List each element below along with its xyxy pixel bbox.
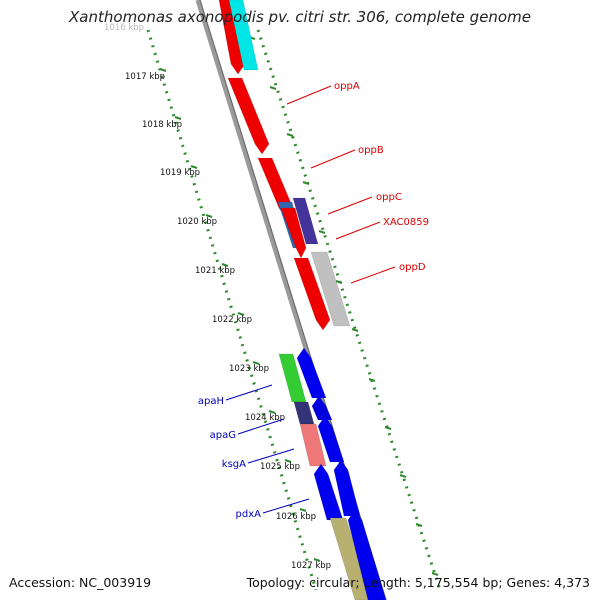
inner-ruler-tick bbox=[174, 116, 182, 120]
inner-ruler-tick bbox=[159, 68, 167, 72]
outer-ruler-tick bbox=[318, 230, 326, 234]
gene-label-leader bbox=[310, 149, 356, 169]
scale-label: 1025 kbp bbox=[260, 462, 300, 472]
gene-cyan-top bbox=[228, 0, 259, 71]
inner-ruler-tick bbox=[237, 312, 245, 316]
topology-text: Topology: circular; Length: 5,175,554 bp… bbox=[246, 575, 590, 590]
gene-label: ksgA bbox=[222, 459, 246, 470]
inner-scale-ruler bbox=[146, 29, 318, 591]
gene-label: oppB bbox=[358, 145, 384, 156]
gene-label-leader bbox=[225, 384, 273, 401]
accession-text: Accession: NC_003919 bbox=[9, 575, 152, 590]
scale-label: 1020 kbp bbox=[177, 217, 217, 227]
gene-label: apaG bbox=[210, 430, 236, 441]
gene-label: oppA bbox=[334, 81, 360, 92]
inner-ruler-tick bbox=[221, 263, 229, 267]
gene-label-leader bbox=[262, 498, 310, 514]
gene-olive bbox=[329, 517, 373, 600]
scale-label: 1019 kbp bbox=[160, 168, 200, 178]
inner-ruler-tick bbox=[190, 165, 198, 169]
inner-ruler-tick bbox=[268, 410, 276, 414]
gene-ksgA bbox=[317, 415, 345, 463]
gene-apaG-dark bbox=[293, 401, 315, 425]
gene-label-leader bbox=[335, 221, 381, 240]
gene-oppD bbox=[293, 257, 331, 331]
outer-ruler-tick bbox=[351, 328, 359, 332]
gene-oppD-grey bbox=[310, 251, 351, 327]
outer-ruler-tick bbox=[399, 474, 407, 478]
gene-ksgA-pink bbox=[299, 423, 327, 467]
gene-oppB-end bbox=[280, 207, 307, 259]
outer-ruler-tick bbox=[286, 133, 294, 137]
scale-label: 1016 kbp bbox=[104, 23, 144, 33]
gene-label-leader bbox=[286, 85, 332, 105]
gene-label: XAC0859 bbox=[383, 217, 429, 228]
inner-ruler-tick bbox=[205, 214, 213, 218]
outer-ruler-tick bbox=[384, 426, 392, 430]
gene-label: pdxA bbox=[236, 509, 262, 520]
gene-XAC0859 bbox=[292, 197, 319, 245]
gene-oppA bbox=[227, 77, 270, 155]
gene-blue-bottom bbox=[347, 509, 387, 600]
gene-oppA-top bbox=[218, 0, 246, 75]
outer-ruler-tick bbox=[431, 572, 439, 576]
outer-ruler-tick bbox=[415, 523, 423, 527]
outer-ruler-tick bbox=[368, 378, 376, 382]
gene-label-leader bbox=[350, 266, 396, 284]
scale-label: 1017 kbp bbox=[125, 72, 165, 82]
scale-label: 1026 kbp bbox=[276, 512, 316, 522]
outer-ruler-tick bbox=[302, 181, 310, 185]
inner-ruler-tick bbox=[252, 361, 260, 365]
gene-label: apaH bbox=[198, 396, 224, 407]
inner-ruler-tick bbox=[284, 459, 292, 463]
gene-label: oppD bbox=[399, 262, 426, 273]
scale-label: 1024 kbp bbox=[245, 413, 285, 423]
scale-label: 1027 kbp bbox=[291, 561, 331, 571]
outer-ruler-tick bbox=[335, 280, 343, 284]
gene-label-leader bbox=[247, 448, 295, 464]
outer-ruler-tick bbox=[269, 86, 277, 90]
gene-label-leader bbox=[327, 196, 373, 215]
genome-title: Xanthomonas axonopodis pv. citri str. 30… bbox=[69, 8, 531, 26]
inner-ruler-tick bbox=[313, 558, 321, 562]
scale-label: 1023 kbp bbox=[229, 364, 269, 374]
scale-label: 1021 kbp bbox=[195, 266, 235, 276]
gene-label: oppC bbox=[376, 192, 402, 203]
scale-label: 1018 kbp bbox=[142, 120, 182, 130]
scale-label: 1022 kbp bbox=[212, 315, 252, 325]
gene-label-leader bbox=[237, 418, 285, 435]
inner-ruler-tick bbox=[299, 508, 307, 512]
